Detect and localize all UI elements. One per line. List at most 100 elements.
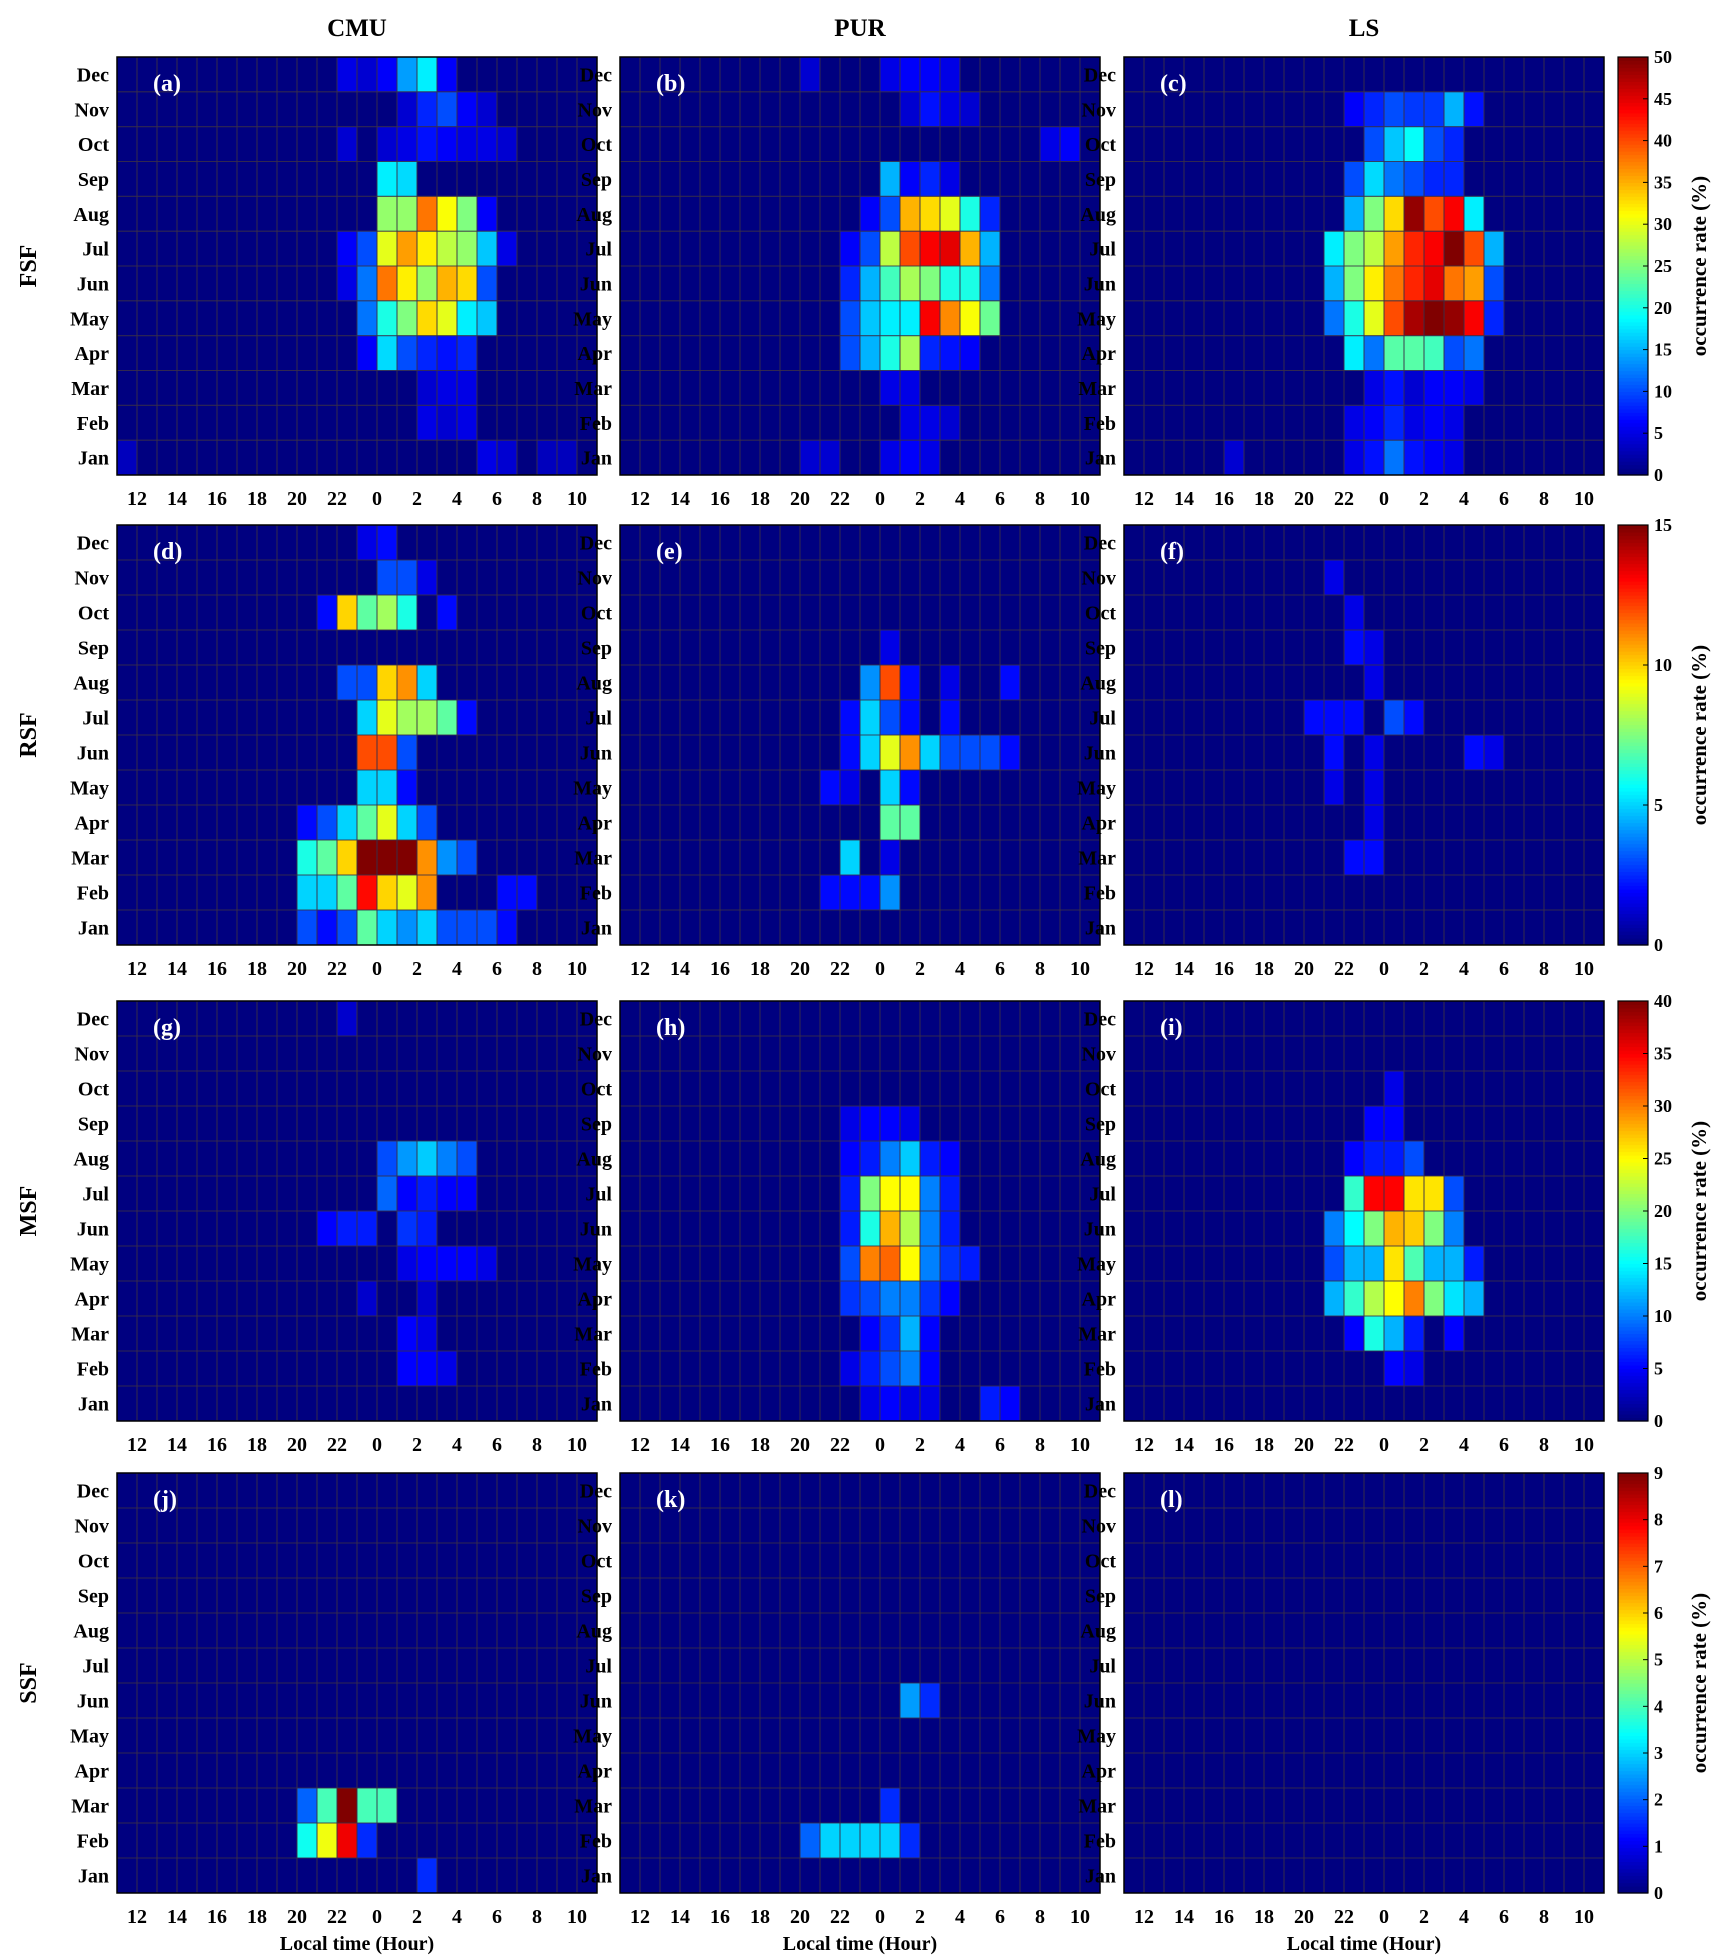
heatmap-cell	[297, 1823, 317, 1858]
heatmap-cell	[1364, 370, 1384, 406]
month-tick-label: Feb	[1084, 883, 1116, 905]
colorbar-segment	[1618, 436, 1648, 441]
heatmap-cell	[840, 1141, 860, 1176]
heatmap-cell	[840, 1211, 860, 1246]
heatmap-cell	[1484, 266, 1504, 301]
colorbar-segment	[1618, 1092, 1648, 1097]
colorbar-segment	[1618, 1644, 1648, 1649]
month-tick-label: Oct	[78, 603, 109, 625]
colorbar-segment	[1618, 1361, 1648, 1366]
heatmap-cell	[417, 300, 437, 336]
heatmap-cell	[1424, 1246, 1444, 1281]
colorbar-tick-label: 0	[1654, 465, 1663, 485]
colorbar-segment	[1618, 910, 1648, 915]
heatmap-cell	[1464, 735, 1484, 770]
heatmap-cell	[1364, 805, 1384, 840]
hour-tick-label: 6	[1499, 1906, 1509, 1928]
heatmap-cell	[960, 1246, 980, 1281]
month-tick-label: Mar	[71, 378, 109, 400]
month-tick-label: Jan	[78, 1394, 109, 1416]
colorbar-segment	[1618, 105, 1648, 110]
colorbar-segment	[1618, 1200, 1648, 1205]
heatmap-cell	[437, 1176, 457, 1211]
month-tick-label: Dec	[580, 64, 612, 86]
colorbar-segment	[1618, 318, 1648, 323]
heatmap-cell	[1324, 770, 1344, 805]
colorbar-segment	[1618, 1721, 1648, 1726]
heatmap-cell	[1324, 560, 1344, 595]
heatmap-cell	[1344, 1281, 1364, 1316]
heatmap-cell	[417, 1281, 437, 1316]
colorbar-segment	[1618, 1620, 1648, 1625]
colorbar-segment	[1618, 1214, 1648, 1219]
month-tick-label: Jun	[1084, 743, 1116, 765]
colorbar-segment	[1618, 314, 1648, 319]
heatmap-cell	[417, 875, 437, 910]
month-tick-label: Apr	[75, 1761, 110, 1783]
colorbar-segment	[1618, 1704, 1648, 1709]
colorbar-segment	[1618, 934, 1648, 939]
colorbar-segment	[1618, 241, 1648, 246]
hour-tick-label: 2	[412, 488, 422, 510]
colorbar-segment	[1618, 224, 1648, 229]
heatmap-cell	[1464, 335, 1484, 371]
colorbar-segment	[1618, 1106, 1648, 1111]
colorbar-segment	[1618, 468, 1648, 473]
heatmap-cell	[1344, 231, 1364, 266]
heatmap-cell	[1424, 440, 1444, 475]
colorbar-segment	[1618, 1683, 1648, 1688]
colorbar-segment	[1618, 1553, 1648, 1558]
colorbar-segment	[1618, 168, 1648, 173]
colorbar-segment	[1618, 749, 1648, 754]
heatmap-cell	[377, 560, 397, 595]
month-tick-label: Jul	[585, 708, 612, 730]
heatmap-cell	[1364, 1106, 1384, 1141]
colorbar-segment	[1618, 429, 1648, 434]
month-tick-label: Mar	[71, 848, 109, 870]
heatmap-panel-fsf-cmu: Jan Feb Mar Apr May Jun Jul Aug Sep Oct Nov Dec 12 14…	[70, 56, 598, 510]
colorbar-segment	[1618, 815, 1648, 820]
heatmap-cell	[337, 1211, 357, 1246]
colorbar-segment	[1618, 1326, 1648, 1331]
colorbar-segment	[1618, 1151, 1648, 1156]
heatmap-cell	[377, 57, 397, 92]
panel-frame	[1123, 1000, 1605, 1422]
heatmap-cell	[840, 735, 860, 770]
month-tick-label: Mar	[1078, 378, 1116, 400]
month-tick-label: Sep	[78, 1114, 109, 1136]
colorbar-msf: 0 5 10 15 20 25 30 35 40 occurrence rate (%)	[1617, 991, 1711, 1431]
hour-tick-label: 8	[1035, 488, 1045, 510]
colorbar-segment	[1618, 272, 1648, 278]
colorbar-segment	[1618, 1064, 1648, 1069]
heatmap-cell	[920, 266, 940, 301]
colorbar-segment	[1618, 220, 1648, 225]
heatmap-cell	[437, 700, 457, 735]
heatmap-cell	[1384, 91, 1404, 127]
hour-tick-label: 14	[670, 1906, 690, 1928]
hour-tick-label: 10	[567, 1906, 587, 1928]
colorbar-segment	[1618, 1141, 1648, 1146]
colorbar-segment	[1618, 454, 1648, 459]
hour-tick-label: 18	[750, 488, 770, 510]
heatmap-cell	[457, 335, 477, 371]
colorbar-segment	[1618, 1865, 1648, 1870]
hour-tick-label: 0	[875, 1906, 885, 1928]
colorbar-segment	[1618, 854, 1648, 859]
heatmap-cell	[860, 1351, 880, 1386]
heatmap-panel-rsf-pur: Jan Feb Mar Apr May Jun Jul Aug Sep Oct Nov Dec 12 14…	[573, 524, 1101, 980]
colorbar-segment	[1618, 612, 1648, 617]
hour-tick-label: 14	[670, 1434, 690, 1456]
colorbar-segment	[1618, 1501, 1648, 1506]
colorbar-segment	[1618, 1393, 1648, 1398]
month-tick-label: Nov	[578, 1044, 612, 1066]
hour-tick-label: 0	[875, 958, 885, 980]
hour-tick-label: 20	[1294, 488, 1314, 510]
heatmap-cell	[337, 231, 357, 266]
colorbar-segment	[1618, 1085, 1648, 1090]
colorbar-segment	[1618, 1242, 1648, 1247]
heatmap-cell	[317, 1211, 337, 1246]
hour-tick-label: 22	[327, 1434, 347, 1456]
colorbar-segment	[1618, 1560, 1648, 1565]
colorbar-segment	[1618, 1102, 1648, 1107]
heatmap-cell	[840, 1246, 860, 1281]
